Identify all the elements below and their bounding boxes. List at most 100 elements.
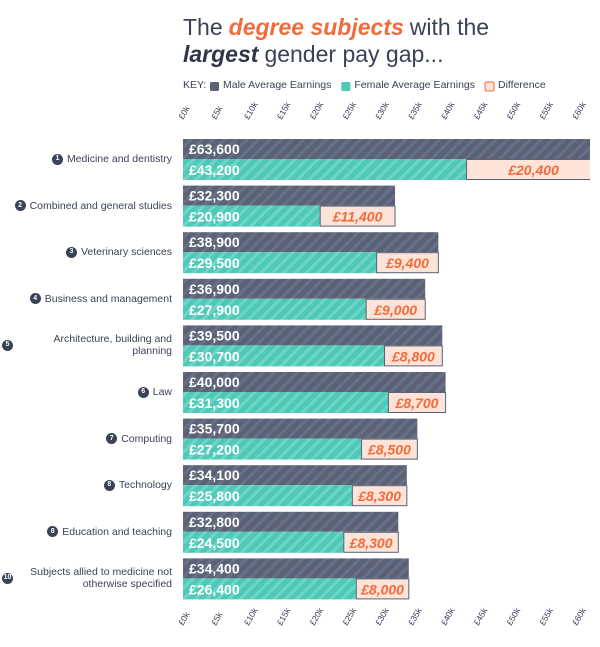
category-text: Medicine and dentistry: [66, 153, 172, 165]
category-text: Education and teaching: [62, 525, 172, 538]
value-label: £8,300: [357, 488, 401, 504]
rank-badge: 2: [14, 200, 26, 212]
bar-difference: [384, 345, 443, 367]
rank-badge: 7: [106, 433, 118, 445]
x-tick-label: £50k: [504, 99, 522, 121]
x-tick-label: £0k: [176, 609, 192, 627]
bar-male: [183, 278, 426, 299]
legend-entry: Female Average Earnings: [354, 79, 475, 91]
bar-female: [183, 438, 362, 460]
bar-male: [183, 232, 439, 253]
category-label: 3 Veterinary sciences: [2, 232, 172, 272]
bar-difference: [466, 159, 590, 180]
value-label: £24,500: [189, 535, 240, 551]
value-label: £9,000: [373, 302, 417, 318]
category-label: 5 Architecture, building and planning: [2, 325, 172, 365]
x-tick-label: £60k: [570, 99, 588, 121]
bar-difference: [351, 485, 408, 507]
bar-female: [183, 578, 357, 600]
value-label: £20,900: [189, 209, 240, 225]
title-highlight: largest: [183, 41, 259, 67]
value-label: £43,200: [189, 162, 240, 178]
title-highlight: degree subjects: [228, 14, 404, 40]
category-text: Veterinary sciences: [80, 246, 172, 259]
x-tick-label: £0k: [176, 103, 192, 121]
value-label: £32,800: [189, 514, 240, 530]
value-label: £38,900: [189, 234, 240, 250]
category-label: 7 Computing: [2, 419, 172, 459]
value-label: £40,000: [189, 374, 240, 390]
x-tick-label: £20k: [307, 605, 325, 627]
bar-female: [183, 485, 353, 507]
x-tick-label: £50k: [504, 605, 522, 627]
category-label: 1 Medicine and dentistry: [2, 139, 172, 179]
value-label: £9,400: [385, 255, 429, 271]
category-text: Technology: [118, 479, 172, 492]
bar-male: [183, 325, 443, 346]
category-label: 6 Law: [2, 372, 172, 412]
value-label: £30,700: [189, 348, 240, 364]
value-label: £29,500: [189, 255, 240, 271]
category-label: 8 Technology: [2, 465, 172, 505]
bar-female: [183, 252, 377, 274]
value-label: £39,500: [189, 327, 240, 343]
rank-badge: 5: [2, 339, 13, 351]
rank-badge: 10: [2, 572, 13, 584]
x-tick-label: £15k: [275, 605, 293, 627]
x-tick-label: £60k: [570, 605, 588, 627]
rank-badge: 1: [51, 153, 63, 165]
bar-difference: [376, 252, 439, 274]
category-label: 8 Education and teaching: [2, 512, 172, 552]
value-label: £34,400: [189, 560, 240, 576]
bar-male: [183, 418, 418, 439]
x-tick-label: £10k: [242, 99, 260, 121]
bar-difference: [355, 578, 410, 600]
rank-badge: 8: [47, 526, 59, 538]
legend-label: KEY:: [183, 79, 206, 91]
x-tick-label: £55k: [537, 605, 555, 627]
bar-difference: [361, 438, 418, 460]
category-text: Business and management: [44, 292, 172, 305]
bar-male: [183, 185, 396, 206]
legend-entry: Difference: [498, 79, 546, 91]
value-label: £8,700: [395, 395, 439, 411]
category-text: Computing: [121, 432, 172, 445]
x-tick-label: £10k: [242, 605, 260, 627]
bar-female: [183, 392, 389, 413]
rank-badge: 4: [29, 293, 41, 305]
bar-difference: [365, 298, 426, 320]
category-text: Subjects allied to medicine not otherwis…: [30, 566, 172, 591]
bar-male: [183, 139, 590, 159]
x-tick-label: £30k: [373, 605, 391, 627]
x-tick-label: £40k: [439, 99, 457, 121]
bar-male: [183, 558, 409, 579]
legend-swatch: [210, 82, 219, 91]
value-label: £8,800: [391, 348, 435, 364]
x-tick-label: £45k: [471, 605, 489, 627]
category-text: Combined and general studies: [29, 199, 172, 212]
bar-female: [183, 205, 321, 227]
x-tick-label: £35k: [406, 99, 424, 121]
value-label: £31,300: [189, 395, 240, 411]
x-tick-label: £5k: [209, 103, 225, 121]
value-label: £8,500: [367, 442, 411, 458]
rank-badge: 8: [103, 479, 115, 491]
legend-swatch: [341, 82, 351, 91]
x-tick-label: £15k: [275, 99, 293, 121]
value-label: £20,400: [507, 162, 559, 178]
category-text: Law: [152, 386, 172, 398]
x-tick-label: £25k: [340, 605, 358, 627]
x-tick-label: £35k: [406, 605, 424, 627]
bar-difference: [387, 392, 447, 413]
x-tick-label: £20k: [307, 99, 325, 121]
category-text: Architecture, building and planning: [53, 333, 173, 358]
x-tick-label: £40k: [439, 605, 457, 627]
bar-difference: [319, 205, 396, 227]
bar-female: [183, 159, 467, 180]
legend-entry: Male Average Earnings: [223, 79, 331, 91]
value-label: £35,700: [189, 421, 240, 437]
x-tick-label: £5k: [209, 609, 225, 627]
bar-male: [183, 511, 399, 532]
